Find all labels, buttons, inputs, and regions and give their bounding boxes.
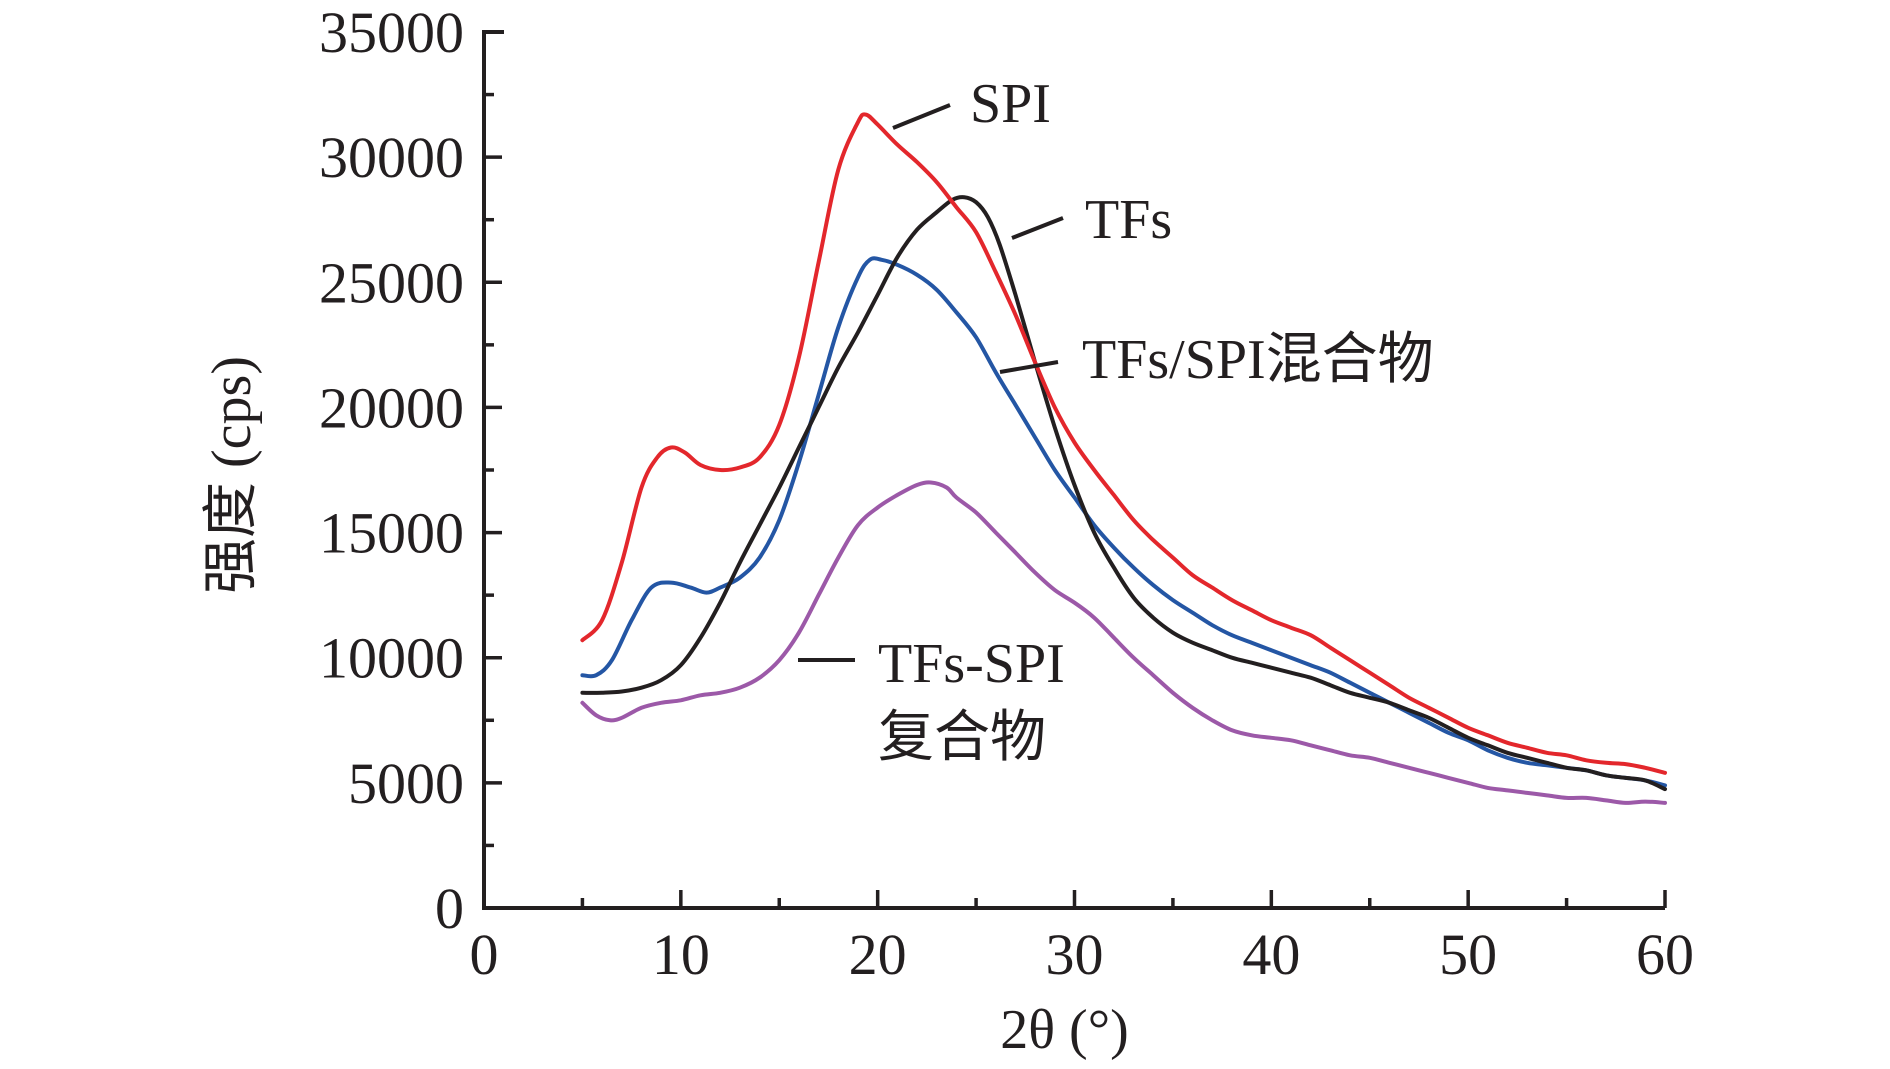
- y-tick-label: 35000: [319, 0, 464, 65]
- series-label: TFs/SPI混合物: [1082, 329, 1434, 391]
- series-spi-line: [580, 112, 1667, 775]
- x-tick-label: 30: [1046, 922, 1104, 987]
- leader-line: [892, 103, 951, 130]
- x-tick-label: 60: [1636, 922, 1694, 987]
- y-ticks: 0 5000 10000 15000 20000 25000 30000 35000: [319, 0, 502, 941]
- axes: 0 10 20 30 40 50 60 0 5000 10000 15000 20000 25000 3…: [319, 0, 1694, 987]
- annotations: SPI TFs TFs/SPI混合物 TFs-SPI 复合物: [798, 73, 1434, 769]
- x-ticks: 0 10 20 30 40 50 60: [470, 890, 1694, 987]
- x-tick-label: 10: [652, 922, 710, 987]
- series-tfs-spi-line: [580, 256, 1667, 788]
- x-tick-label: 0: [470, 922, 499, 987]
- leader-line: [1011, 216, 1064, 240]
- y-tick-label: 25000: [319, 250, 464, 315]
- series-group: [580, 112, 1667, 805]
- y-tick-label: 20000: [319, 375, 464, 440]
- y-tick-label: 0: [435, 876, 464, 941]
- y-axis-title: 强度 (cps): [201, 356, 263, 594]
- leader-line: [999, 360, 1059, 374]
- series-label: TFs: [1085, 189, 1172, 251]
- series-tfs-spi-line: [580, 480, 1667, 805]
- y-tick-label: 10000: [319, 626, 464, 691]
- x-axis-title: 2θ (°): [1000, 999, 1129, 1061]
- series-tfs-line: [580, 195, 1667, 792]
- axis-frame: [482, 30, 1665, 910]
- series-label: TFs-SPI: [878, 633, 1065, 695]
- series-label: SPI: [970, 73, 1051, 135]
- x-tick-label: 40: [1242, 922, 1300, 987]
- y-tick-label: 5000: [348, 751, 464, 816]
- y-tick-label: 30000: [319, 125, 464, 190]
- y-tick-label: 15000: [319, 501, 464, 566]
- series-label: 复合物: [878, 707, 1046, 769]
- x-tick-label: 50: [1439, 922, 1497, 987]
- x-tick-label: 20: [849, 922, 907, 987]
